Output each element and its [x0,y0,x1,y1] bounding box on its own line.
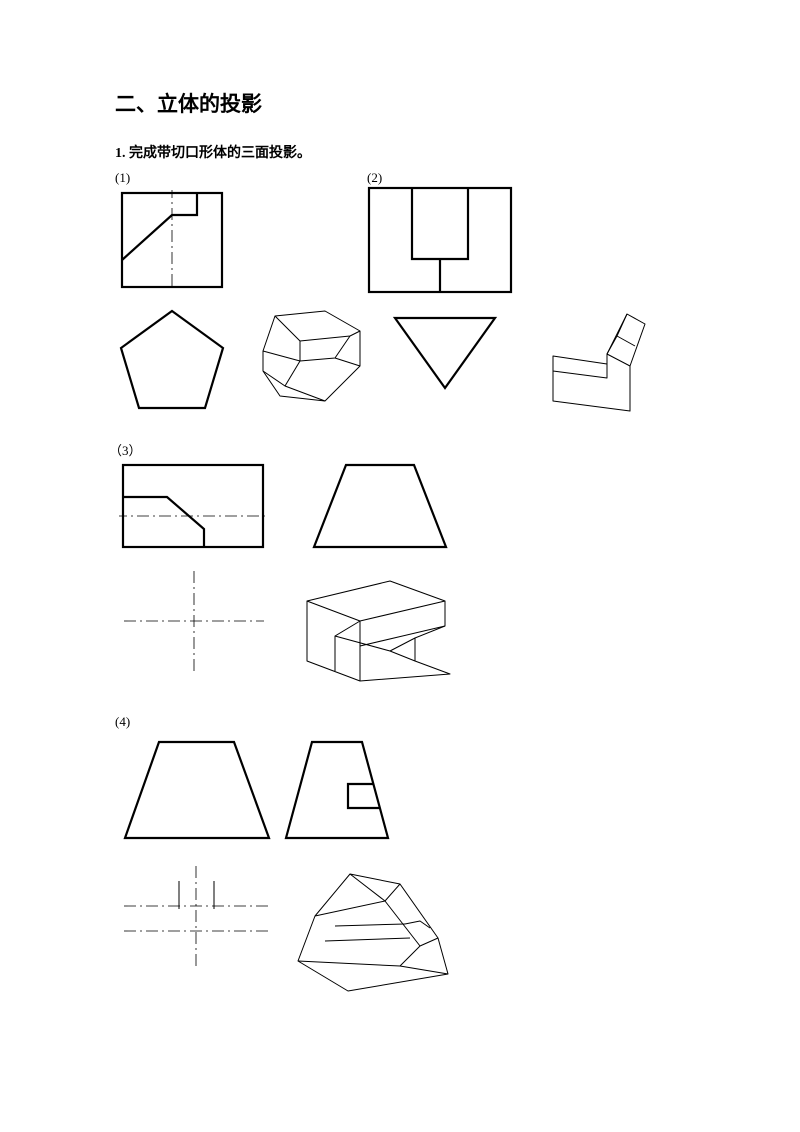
iso-3 [295,566,465,686]
fig1-top [115,306,230,416]
fig4-side [280,736,395,846]
fig3-front [119,461,269,551]
iso-4 [290,866,460,996]
fig4-front [119,736,274,846]
question-text: 1. 完成带切口形体的三面投影。 [115,142,685,162]
fig3-side [310,461,450,551]
fig4-top [119,861,274,971]
label-4: (4) [115,714,130,730]
label-3: （3） [109,440,142,459]
fig1-front [119,190,229,290]
label-1: (1) [115,170,130,186]
fig2-top [390,313,500,393]
fig3-top [119,566,269,676]
section-title: 二、立体的投影 [115,88,685,118]
iso-2 [545,306,655,416]
iso-1 [255,306,375,416]
diagram-area: (1) (2) （3） (4) [115,166,685,1066]
fig2-front [365,184,515,296]
